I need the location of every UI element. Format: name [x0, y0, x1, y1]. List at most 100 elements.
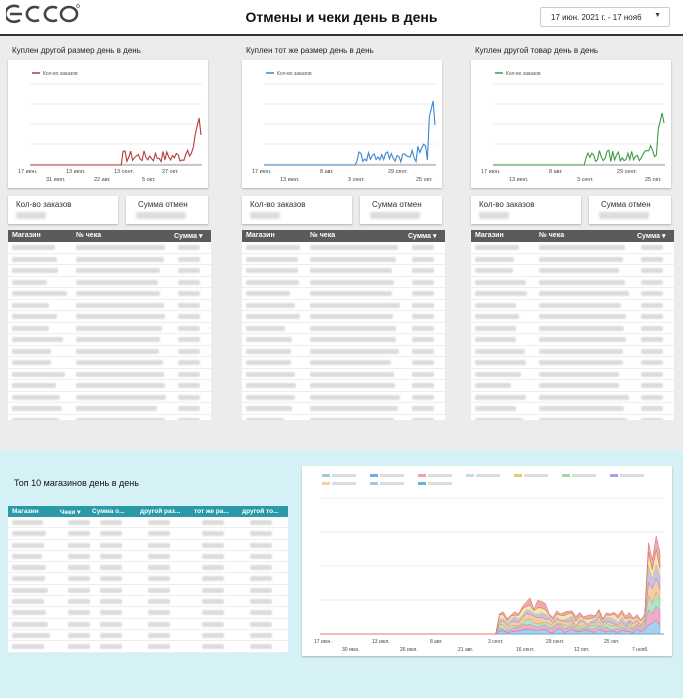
table-row[interactable]: [471, 403, 674, 415]
table-row[interactable]: [471, 311, 674, 323]
table-row[interactable]: [242, 380, 445, 392]
table-row[interactable]: [8, 311, 211, 323]
date-range-picker[interactable]: 17 июн. 2021 г. - 17 ноя6 ▼: [540, 7, 670, 27]
table-row[interactable]: [8, 619, 288, 630]
table-row[interactable]: [471, 265, 674, 277]
legend-label: Кол-во заказов: [43, 71, 78, 77]
x-tick-label: 8 авг.: [320, 169, 334, 175]
table-row[interactable]: [8, 551, 288, 563]
panel-title: Куплен другой размер день в день: [12, 46, 141, 55]
column-header[interactable]: Магазин: [246, 232, 275, 239]
x-tick-label: 29 сент.: [617, 169, 637, 175]
table-row[interactable]: [242, 322, 445, 334]
table-row[interactable]: [471, 299, 674, 311]
table-row[interactable]: [242, 414, 445, 420]
column-header[interactable]: № чека: [539, 232, 565, 239]
table-row[interactable]: [471, 322, 674, 334]
legend-label-hidden: [620, 474, 644, 477]
column-header[interactable]: Чеки ▾: [60, 509, 81, 516]
table-row[interactable]: [471, 334, 674, 346]
table-row[interactable]: [8, 528, 288, 540]
table-row[interactable]: [8, 368, 211, 380]
table-row[interactable]: [8, 630, 288, 642]
table-row[interactable]: [242, 403, 445, 415]
column-header[interactable]: Магазин: [475, 232, 504, 239]
table-row[interactable]: [242, 276, 445, 288]
table-row[interactable]: [8, 540, 288, 551]
legend-swatch: [514, 474, 522, 477]
legend-label-hidden: [428, 482, 452, 485]
top10-table: Магазин Чеки ▾ Сумма о... другой раз... тот …: [8, 506, 288, 653]
table-row[interactable]: [8, 334, 211, 346]
x-tick-label: 17 июн.: [252, 169, 272, 175]
column-header[interactable]: другой раз...: [140, 508, 181, 515]
column-header[interactable]: другой то...: [242, 508, 279, 515]
table-row[interactable]: [242, 391, 445, 403]
table-row[interactable]: [471, 276, 674, 288]
table-row[interactable]: [8, 391, 211, 403]
kpi-cancel-sum: Сумма отмен: [360, 196, 442, 224]
table-row[interactable]: [242, 345, 445, 357]
table-row[interactable]: [8, 345, 211, 357]
table-row[interactable]: [8, 641, 288, 653]
legend-swatch: [562, 474, 570, 477]
table-row[interactable]: [242, 242, 445, 254]
table-row[interactable]: [8, 288, 211, 300]
table-row[interactable]: [8, 242, 211, 254]
table-row[interactable]: [242, 288, 445, 300]
table-row[interactable]: [242, 357, 445, 369]
legend-label-hidden: [572, 474, 596, 477]
column-header[interactable]: тот же ра...: [194, 508, 229, 515]
column-header[interactable]: № чека: [310, 232, 336, 239]
kpi-label: Сумма отмен: [601, 200, 651, 209]
table-row[interactable]: [242, 368, 445, 380]
kpi-order-count: Кол-во заказов: [471, 196, 581, 224]
x-tick-label: 13 июл.: [372, 639, 390, 645]
kpi-value-hidden: [370, 212, 420, 219]
table-row[interactable]: [8, 357, 211, 369]
table-row[interactable]: [242, 253, 445, 265]
column-header[interactable]: Сумма ▾: [637, 233, 666, 240]
table-row[interactable]: [471, 357, 674, 369]
table-row[interactable]: [471, 368, 674, 380]
receipts-table: Магазин № чека Сумма ▾: [471, 230, 674, 420]
table-row[interactable]: [242, 299, 445, 311]
column-header[interactable]: № чека: [76, 232, 102, 239]
column-header[interactable]: Магазин: [12, 232, 41, 239]
table-row[interactable]: [242, 311, 445, 323]
kpi-label: Сумма отмен: [138, 200, 188, 209]
table-row[interactable]: [8, 265, 211, 277]
table-header: Магазин № чека Сумма ▾: [471, 230, 674, 242]
table-row[interactable]: [8, 517, 288, 529]
table-row[interactable]: [471, 391, 674, 403]
mini-chart: Кол-во заказов 17 июн. 13 июл. 13 сент. 27 о…: [18, 71, 202, 183]
table-row[interactable]: [471, 242, 674, 254]
table-row[interactable]: [471, 380, 674, 392]
table-row[interactable]: [471, 414, 674, 420]
table-row[interactable]: [471, 288, 674, 300]
table-row[interactable]: [8, 276, 211, 288]
legend-label-hidden: [380, 474, 404, 477]
table-row[interactable]: [8, 380, 211, 392]
table-row[interactable]: [242, 265, 445, 277]
column-header[interactable]: Сумма ▾: [408, 233, 437, 240]
column-header[interactable]: Магазин: [12, 508, 39, 515]
table-row[interactable]: [8, 414, 211, 420]
table-row[interactable]: [8, 403, 211, 415]
table-row[interactable]: [471, 345, 674, 357]
table-row[interactable]: [8, 253, 211, 265]
table-row[interactable]: [8, 573, 288, 585]
table-row[interactable]: [8, 607, 288, 619]
column-header[interactable]: Сумма о...: [92, 508, 125, 515]
table-row[interactable]: [471, 253, 674, 265]
column-header[interactable]: Сумма ▾: [174, 233, 203, 240]
kpi-label: Сумма отмен: [372, 200, 422, 209]
legend-label-hidden: [380, 482, 404, 485]
table-row[interactable]: [8, 562, 288, 574]
table-row[interactable]: [242, 334, 445, 346]
table-row[interactable]: [8, 299, 211, 311]
legend-swatch: [322, 474, 330, 477]
table-row[interactable]: [8, 596, 288, 608]
table-row[interactable]: [8, 585, 288, 597]
table-row[interactable]: [8, 322, 211, 334]
